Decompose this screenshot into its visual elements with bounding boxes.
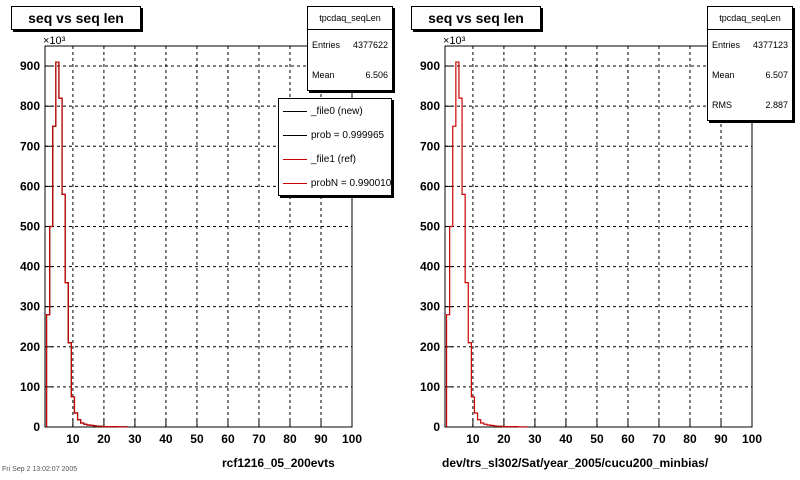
- y-tick-label: 500: [420, 219, 440, 233]
- left-x-axis-label: rcf1216_05_200evts: [222, 456, 335, 470]
- x-tick-label: 60: [221, 432, 235, 446]
- right-entries-value: 4377123: [752, 40, 788, 50]
- left-entries-value: 4377622: [352, 40, 388, 50]
- x-tick-label: 40: [559, 432, 573, 446]
- left-stats-mean: Mean 6.506: [308, 60, 392, 90]
- y-tick-label: 400: [20, 260, 40, 274]
- x-tick-label: 80: [683, 432, 697, 446]
- histogram-series-secondary: [45, 61, 128, 428]
- y-tick-label: 200: [420, 340, 440, 354]
- legend-entry-probn: probN = 0.990010: [279, 171, 391, 195]
- x-tick-label: 90: [714, 432, 728, 446]
- y-tick-label: 200: [20, 340, 40, 354]
- right-mean-label: Mean: [712, 70, 735, 80]
- left-legend: _file0 (new) prob = 0.999965 _file1 (ref…: [278, 98, 392, 196]
- right-rms-value: 2.887: [765, 100, 788, 110]
- y-tick-label: 400: [420, 260, 440, 274]
- legend-label-file1: _file1 (ref): [311, 153, 357, 165]
- left-chart-title: seq vs seq len: [11, 6, 141, 30]
- legend-swatch-probn: [283, 182, 307, 184]
- right-stats-box: tpcdaq_seqLen Entries 4377123 Mean 6.507…: [707, 6, 793, 121]
- x-tick-label: 50: [190, 432, 204, 446]
- left-histogram-panel: 10 20 30 40 50 60 70 80 90 100 0 100 200 300 400 500 600…: [11, 6, 393, 470]
- left-entries-label: Entries: [312, 40, 341, 50]
- legend-label-file0: _file0 (new): [311, 105, 363, 117]
- x-tick-label: 80: [283, 432, 297, 446]
- right-stats-name: tpcdaq_seqLen: [708, 7, 792, 30]
- histogram-series-primary: [45, 61, 128, 428]
- legend-entry-file0: _file0 (new): [279, 99, 391, 123]
- left-mean-value: 6.506: [365, 70, 388, 80]
- right-histogram-plot: 10 20 30 40 50 60 70 80 90 100 0 100 200 300 400 500 600…: [420, 35, 762, 446]
- y-axis-multiplier: ×10³: [443, 35, 466, 47]
- legend-swatch-file0: [283, 110, 307, 112]
- y-axis-multiplier: ×10³: [43, 35, 66, 47]
- legend-swatch-prob: [283, 134, 307, 136]
- x-tick-label: 20: [497, 432, 511, 446]
- y-tick-label: 800: [420, 99, 440, 113]
- histogram-series-primary: [445, 61, 528, 428]
- left-stats-box: tpcdaq_seqLen Entries 4377622 Mean 6.506: [307, 6, 393, 91]
- y-tick-label: 0: [433, 420, 440, 434]
- right-mean-value: 6.507: [765, 70, 788, 80]
- y-tick-label: 700: [20, 139, 40, 153]
- legend-swatch-file1: [283, 158, 307, 160]
- left-histogram-plot: 10 20 30 40 50 60 70 80 90 100 0 100 200 300 400 500 600…: [20, 35, 362, 446]
- plot-frame: [44, 45, 353, 428]
- y-tick-label: 300: [20, 300, 40, 314]
- right-x-axis-label: dev/trs_sl302/Sat/year_2005/cucu200_minb…: [442, 456, 709, 470]
- right-chart-title: seq vs seq len: [411, 6, 541, 30]
- x-tick-label: 10: [466, 432, 480, 446]
- right-stats-rms: RMS 2.887: [708, 90, 792, 120]
- right-histogram-panel: 10 20 30 40 50 60 70 80 90 100 0 100 200 300 400 500 600…: [400, 0, 800, 480]
- right-rms-label: RMS: [712, 100, 732, 110]
- x-tick-label: 20: [97, 432, 111, 446]
- legend-entry-prob: prob = 0.999965: [279, 123, 391, 147]
- plot-frame: [444, 45, 753, 428]
- legend-label-probn: probN = 0.990010: [310, 177, 391, 189]
- x-tick-label: 100: [342, 432, 362, 446]
- legend-label-prob: prob = 0.999965: [311, 129, 385, 141]
- left-stats-entries: Entries 4377622: [308, 30, 392, 60]
- y-tick-label: 300: [420, 300, 440, 314]
- x-tick-label: 60: [621, 432, 635, 446]
- x-tick-label: 30: [528, 432, 542, 446]
- x-tick-label: 70: [652, 432, 666, 446]
- footer-timestamp: Fri Sep 2 13:02:07 2005: [2, 466, 78, 473]
- y-tick-label: 900: [420, 59, 440, 73]
- y-tick-label: 100: [420, 380, 440, 394]
- right-stats-mean: Mean 6.507: [708, 60, 792, 90]
- right-entries-label: Entries: [712, 40, 741, 50]
- left-mean-label: Mean: [312, 70, 335, 80]
- y-tick-label: 600: [20, 179, 40, 193]
- x-tick-label: 10: [66, 432, 80, 446]
- x-tick-label: 100: [742, 432, 762, 446]
- y-tick-label: 900: [20, 59, 40, 73]
- y-tick-label: 0: [33, 420, 40, 434]
- y-tick-label: 600: [420, 179, 440, 193]
- y-tick-label: 800: [20, 99, 40, 113]
- x-tick-label: 50: [590, 432, 604, 446]
- right-stats-entries: Entries 4377123: [708, 30, 792, 60]
- left-stats-name: tpcdaq_seqLen: [308, 7, 392, 30]
- y-tick-label: 700: [420, 139, 440, 153]
- legend-entry-file1: _file1 (ref): [279, 147, 391, 171]
- x-tick-label: 30: [128, 432, 142, 446]
- y-tick-label: 500: [20, 219, 40, 233]
- y-tick-label: 100: [20, 380, 40, 394]
- x-tick-label: 90: [314, 432, 328, 446]
- x-tick-label: 40: [159, 432, 173, 446]
- x-tick-label: 70: [252, 432, 266, 446]
